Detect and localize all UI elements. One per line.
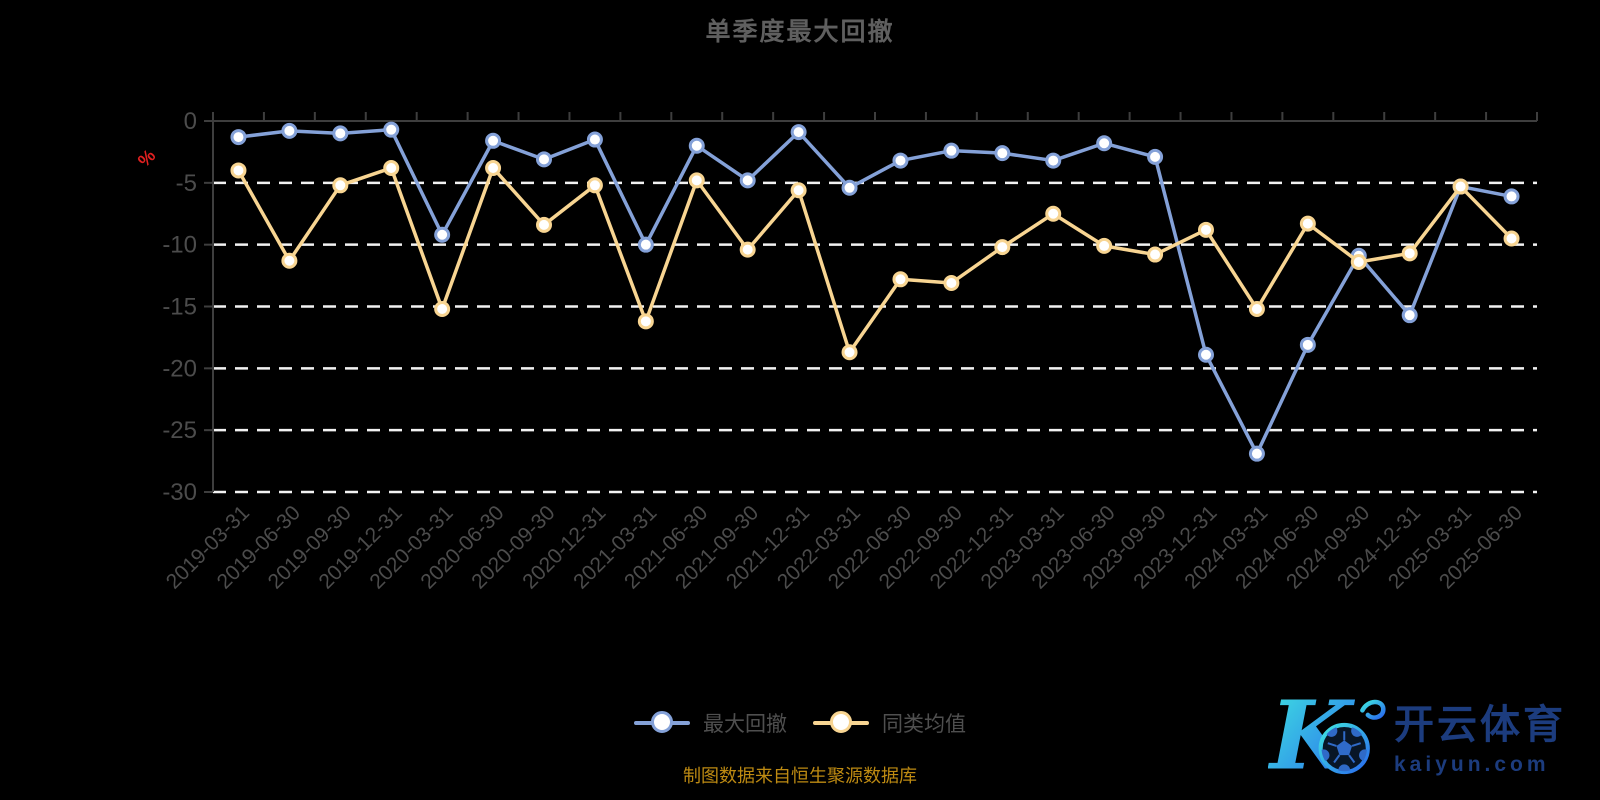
svg-text:-30: -30 — [162, 479, 197, 506]
data-point-max-drawdown — [1096, 135, 1113, 152]
legend-label: 最大回撤 — [703, 713, 787, 736]
data-point-peer-average — [281, 252, 298, 269]
data-point-peer-average — [994, 239, 1011, 256]
legend-item-peer-average[interactable]: 同类均值 — [813, 708, 966, 738]
series-max-drawdown — [230, 121, 1520, 462]
data-point-max-drawdown — [1198, 346, 1214, 363]
data-point-peer-average — [1350, 253, 1367, 270]
chart-title: 单季度最大回撤 — [705, 18, 895, 46]
data-point-max-drawdown — [230, 129, 247, 146]
data-point-peer-average — [586, 177, 603, 194]
y-axis-labels: 0 -5 -10 -15 -20 -25 -30 — [162, 108, 197, 506]
data-point-peer-average — [892, 271, 909, 288]
data-point-max-drawdown — [1045, 152, 1062, 169]
data-point-max-drawdown — [637, 236, 654, 253]
y-gridlines — [213, 181, 1537, 494]
data-point-max-drawdown — [1401, 307, 1418, 324]
data-point-max-drawdown — [790, 124, 807, 141]
data-point-peer-average — [943, 275, 960, 292]
data-point-peer-average — [332, 177, 349, 194]
data-point-peer-average — [739, 241, 756, 258]
data-point-peer-average — [383, 159, 400, 176]
svg-text:-10: -10 — [162, 232, 197, 259]
kaiyun-logo-icon: K — [1268, 680, 1386, 790]
data-point-max-drawdown — [1299, 336, 1316, 353]
data-point-max-drawdown — [485, 132, 502, 149]
data-point-max-drawdown — [536, 151, 552, 168]
data-point-peer-average — [1401, 245, 1418, 262]
data-point-peer-average — [1147, 246, 1164, 263]
watermark-brand-cn: 开云体育 — [1394, 702, 1566, 747]
watermark-kaiyun: K 开云体育 kaiyun.com — [1268, 678, 1566, 790]
x-axis-labels: 2019-03-312019-06-302019-09-302019-12-31… — [162, 501, 1527, 593]
svg-text:-15: -15 — [162, 294, 197, 321]
data-point-max-drawdown — [892, 152, 909, 169]
data-point-peer-average — [637, 313, 654, 330]
data-point-peer-average — [1248, 300, 1265, 317]
data-point-max-drawdown — [434, 226, 451, 243]
series-peer-average — [230, 159, 1520, 361]
data-point-max-drawdown — [383, 121, 400, 138]
chart-legend: 最大回撤 同类均值 — [0, 704, 1600, 742]
data-point-peer-average — [1096, 237, 1113, 254]
data-point-max-drawdown — [739, 172, 756, 189]
data-point-max-drawdown — [688, 137, 705, 154]
data-source-note: 制图数据来自恒生聚源数据库 — [683, 766, 917, 786]
data-point-max-drawdown — [1248, 445, 1265, 462]
data-point-peer-average — [1045, 205, 1062, 222]
svg-text:-5: -5 — [176, 170, 197, 197]
data-point-max-drawdown — [841, 179, 858, 196]
data-point-max-drawdown — [994, 145, 1011, 162]
legend-line-dot-icon — [634, 710, 690, 736]
data-point-peer-average — [434, 300, 451, 317]
data-point-max-drawdown — [281, 122, 298, 139]
data-point-peer-average — [230, 162, 247, 179]
legend-label: 同类均值 — [882, 713, 966, 736]
data-point-peer-average — [1299, 215, 1316, 232]
data-point-max-drawdown — [943, 142, 960, 159]
legend-line-dot-icon — [813, 710, 869, 736]
data-point-peer-average — [1503, 230, 1520, 247]
data-point-max-drawdown — [1503, 188, 1520, 205]
data-point-peer-average — [688, 172, 705, 189]
data-point-max-drawdown — [332, 125, 349, 142]
data-point-peer-average — [790, 182, 807, 199]
legend-item-max-drawdown[interactable]: 最大回撤 — [634, 708, 787, 738]
svg-text:-20: -20 — [162, 355, 197, 382]
axes — [204, 112, 1538, 493]
svg-text:-25: -25 — [162, 417, 197, 444]
watermark-brand-domain: kaiyun.com — [1394, 752, 1550, 776]
svg-text:0: 0 — [184, 108, 197, 135]
data-point-max-drawdown — [586, 131, 603, 148]
watermark-text: 开云体育 kaiyun.com — [1394, 692, 1566, 777]
data-point-peer-average — [485, 159, 502, 176]
data-point-peer-average — [841, 344, 858, 361]
data-point-peer-average — [1198, 221, 1214, 238]
data-point-peer-average — [1452, 178, 1469, 195]
data-point-max-drawdown — [1147, 148, 1164, 165]
data-point-peer-average — [536, 216, 552, 233]
